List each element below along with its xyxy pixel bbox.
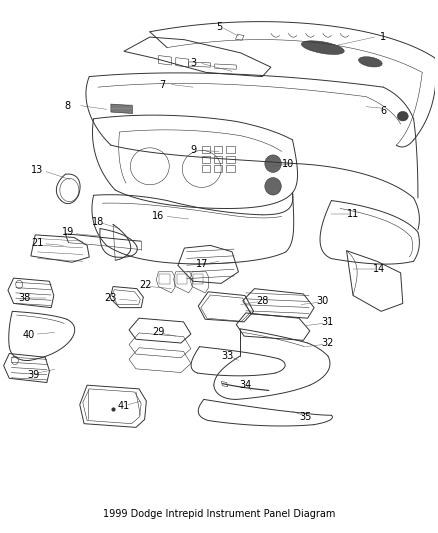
Ellipse shape xyxy=(359,56,382,67)
Text: 30: 30 xyxy=(317,296,329,306)
Text: 8: 8 xyxy=(64,101,71,111)
Text: 29: 29 xyxy=(152,327,165,337)
Text: 39: 39 xyxy=(27,369,39,379)
Text: 9: 9 xyxy=(190,146,196,156)
Text: 16: 16 xyxy=(152,212,165,221)
Text: 13: 13 xyxy=(31,165,43,175)
Text: 35: 35 xyxy=(299,412,312,422)
Text: 41: 41 xyxy=(118,401,130,411)
Text: 1999 Dodge Intrepid Instrument Panel Diagram: 1999 Dodge Intrepid Instrument Panel Dia… xyxy=(103,510,335,519)
Ellipse shape xyxy=(265,155,281,172)
Text: 5: 5 xyxy=(216,21,222,31)
Text: 3: 3 xyxy=(190,59,196,68)
Text: 22: 22 xyxy=(139,280,152,290)
Text: 11: 11 xyxy=(347,209,359,219)
Text: 40: 40 xyxy=(23,330,35,340)
Text: 6: 6 xyxy=(380,106,386,116)
Ellipse shape xyxy=(265,177,281,195)
Text: 31: 31 xyxy=(321,317,333,327)
Text: 38: 38 xyxy=(18,293,31,303)
Text: 23: 23 xyxy=(105,293,117,303)
Text: 14: 14 xyxy=(373,264,385,274)
Text: 18: 18 xyxy=(92,217,104,227)
Polygon shape xyxy=(111,104,133,114)
Text: 28: 28 xyxy=(256,296,268,306)
Text: 1: 1 xyxy=(380,32,386,42)
Text: 17: 17 xyxy=(195,259,208,269)
Text: 7: 7 xyxy=(160,79,166,90)
Text: 21: 21 xyxy=(31,238,43,248)
Text: 33: 33 xyxy=(222,351,234,361)
Text: 10: 10 xyxy=(282,159,294,168)
Text: 32: 32 xyxy=(321,338,333,348)
Ellipse shape xyxy=(301,41,344,54)
Text: 34: 34 xyxy=(239,380,251,390)
Ellipse shape xyxy=(397,111,408,121)
Text: 19: 19 xyxy=(61,227,74,237)
